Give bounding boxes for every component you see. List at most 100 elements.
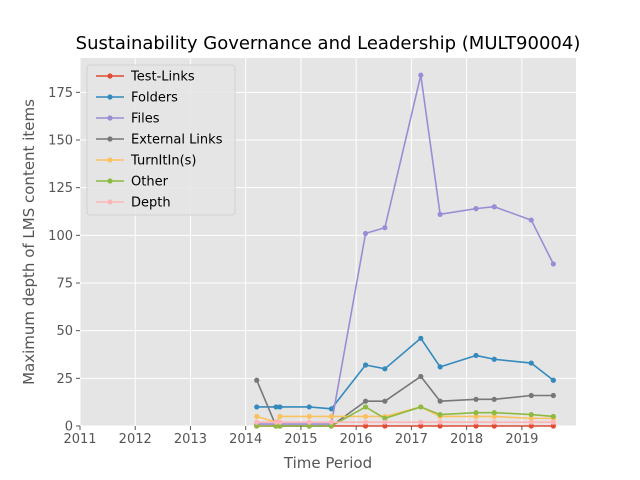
data-point-depth	[528, 419, 534, 425]
data-point-depth	[550, 419, 556, 425]
data-point-turnitin-s	[306, 413, 312, 420]
legend-label-external-links: External Links	[131, 133, 223, 148]
data-point-external-links	[362, 398, 369, 404]
x-axis-label: Time Period	[283, 454, 372, 472]
data-point-files	[437, 211, 443, 217]
data-point-folders	[437, 364, 443, 370]
data-point-test-links	[550, 423, 556, 429]
data-point-depth	[491, 419, 497, 425]
data-point-turnitin-s	[328, 413, 334, 420]
data-point-external-links	[437, 398, 443, 404]
legend-marker-folders	[107, 94, 113, 100]
y-tick-label: 25	[56, 372, 73, 387]
legend-marker-depth	[107, 199, 113, 205]
data-point-test-links	[418, 423, 424, 429]
legend-marker-external-links	[107, 136, 113, 142]
data-point-folders	[273, 404, 279, 410]
data-point-external-links	[418, 373, 424, 380]
data-point-folders	[328, 406, 334, 412]
data-point-test-links	[473, 423, 479, 429]
data-point-files	[528, 217, 534, 223]
data-point-turnitin-s	[491, 413, 497, 420]
data-point-folders	[528, 360, 534, 366]
data-point-depth	[362, 419, 369, 425]
y-tick-label: 150	[48, 133, 73, 148]
data-point-other	[362, 404, 369, 410]
data-point-depth	[254, 419, 260, 425]
x-tick-label: 2019	[505, 432, 538, 447]
x-tick-label: 2011	[63, 432, 96, 447]
legend-box	[86, 64, 236, 216]
data-point-turnitin-s	[528, 415, 534, 421]
y-axis-label: Maximum depth of LMS content items	[20, 99, 38, 385]
data-point-other	[473, 410, 479, 416]
x-axis: 2011 2012 2013 2014 2015 2016 2017 2018 2019	[63, 426, 538, 447]
legend-label-test-links: Test-Links	[130, 70, 195, 85]
data-point-depth	[328, 419, 334, 425]
data-point-other	[277, 423, 283, 429]
data-point-files	[550, 261, 556, 267]
data-point-files	[418, 72, 424, 78]
data-point-folders	[362, 362, 369, 368]
x-tick-label: 2013	[174, 432, 207, 447]
data-point-other	[382, 415, 388, 421]
x-tick-label: 2012	[119, 432, 152, 447]
x-tick-label: 2017	[395, 432, 428, 447]
data-point-other	[273, 423, 279, 429]
data-point-folders	[306, 404, 312, 410]
data-point-external-links	[550, 392, 556, 399]
data-point-depth	[473, 419, 479, 425]
legend-label-other: Other	[131, 175, 169, 190]
data-point-folders	[382, 366, 388, 372]
series-layer	[254, 72, 556, 429]
data-point-files	[473, 206, 479, 212]
y-axis: 0 25 50 75 100 125 150 175	[48, 86, 80, 435]
data-point-depth	[418, 419, 424, 425]
data-point-external-links	[528, 392, 534, 399]
data-point-other	[528, 411, 534, 418]
data-point-folders	[418, 335, 424, 341]
chart-title: Sustainability Governance and Leadership…	[76, 33, 581, 54]
legend-label-folders: Folders	[131, 91, 178, 106]
legend-label-files: Files	[131, 112, 160, 127]
data-point-folders	[473, 352, 479, 359]
data-point-test-links	[491, 423, 497, 429]
data-point-other	[254, 423, 260, 429]
y-tick-label: 0	[65, 420, 73, 435]
legend-label-depth: Depth	[131, 196, 171, 211]
data-point-files	[362, 230, 369, 237]
x-tick-label: 2018	[450, 432, 483, 447]
data-point-external-links	[491, 396, 497, 402]
data-point-depth	[437, 419, 443, 425]
data-point-other	[328, 423, 334, 429]
data-point-depth	[306, 419, 312, 425]
x-tick-label: 2014	[229, 432, 262, 447]
y-tick-label: 100	[48, 229, 73, 244]
data-point-folders	[550, 377, 556, 383]
data-point-folders	[277, 404, 283, 410]
data-point-turnitin-s	[362, 413, 369, 420]
data-point-external-links	[254, 377, 260, 383]
y-tick-label: 125	[48, 181, 73, 196]
x-tick-label: 2015	[284, 432, 317, 447]
data-point-test-links	[382, 423, 388, 429]
data-point-turnitin-s	[254, 413, 260, 420]
legend-marker-test-links	[107, 73, 113, 79]
data-point-depth	[382, 419, 388, 425]
data-point-external-links	[382, 398, 388, 404]
data-point-files	[382, 225, 388, 231]
legend-marker-other	[107, 178, 113, 184]
data-point-other	[437, 411, 443, 418]
data-point-test-links	[362, 423, 369, 429]
data-point-depth	[277, 419, 283, 425]
data-point-other	[306, 423, 312, 429]
data-point-test-links	[528, 423, 534, 429]
data-point-files	[491, 204, 497, 210]
data-point-other	[418, 404, 424, 410]
legend-label-turnitin-s: TurnItIn(s)	[130, 154, 196, 169]
legend-marker-files	[107, 115, 113, 121]
legend: Test-Links Folders Files External Links Turn…	[86, 64, 236, 216]
data-point-other	[550, 413, 556, 420]
data-point-external-links	[473, 396, 479, 402]
